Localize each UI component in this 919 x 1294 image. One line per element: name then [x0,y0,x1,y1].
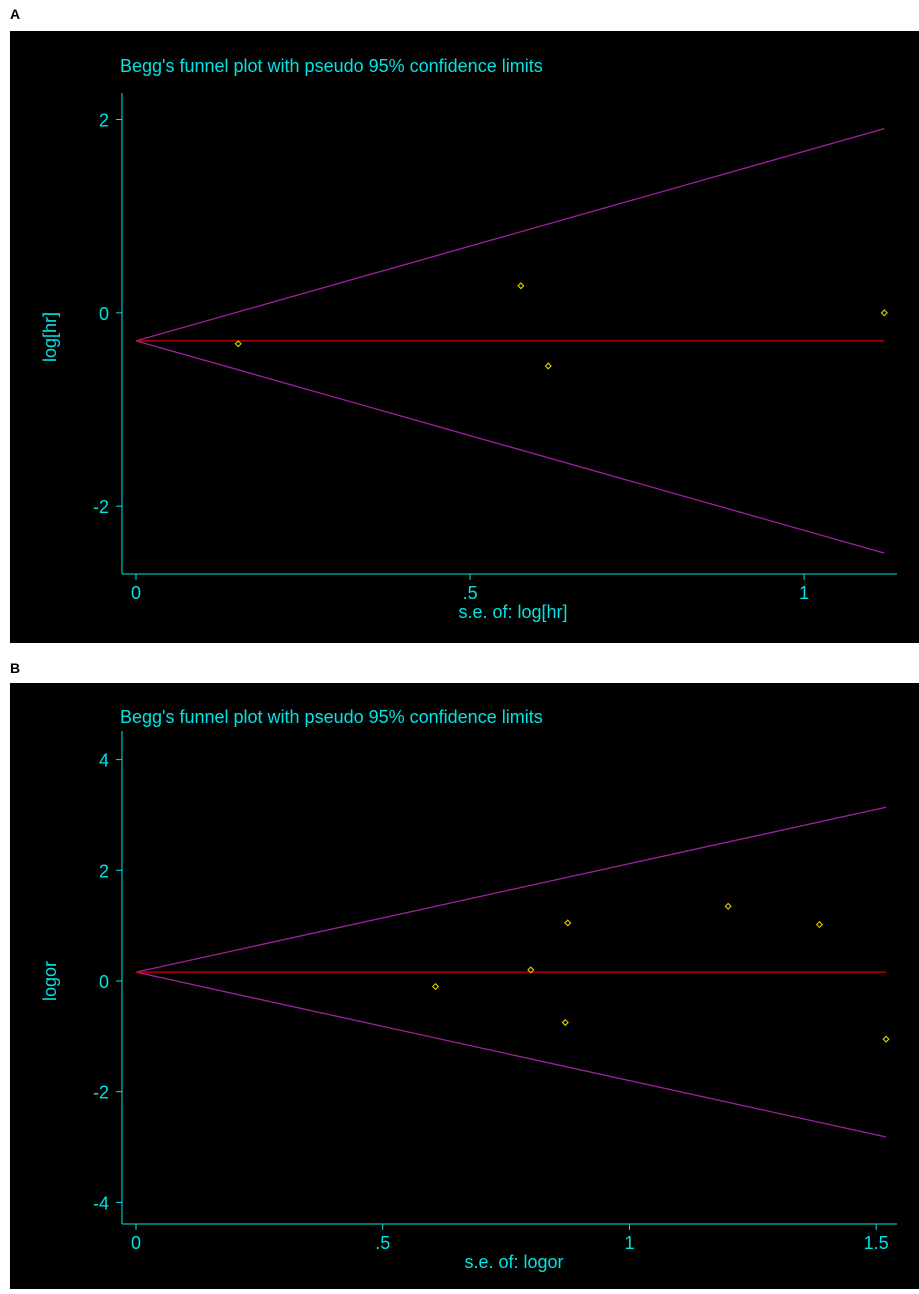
funnel-plot-a-container: Begg's funnel plot with pseudo 95% confi… [10,31,919,643]
panel-b-letter: B [10,660,21,676]
x-tick-label: .5 [375,1233,390,1253]
study-point [882,1035,890,1043]
y-tick-label: -2 [93,1083,109,1103]
upper-confidence-limit [135,128,885,342]
x-axis-label: s.e. of: logor [464,1252,563,1272]
y-axis-label: logor [40,961,60,1001]
x-axis-label: s.e. of: log[hr] [458,602,567,622]
x-tick-label: .5 [463,583,478,603]
y-tick-label: -4 [93,1193,109,1213]
upper-confidence-limit [135,806,887,973]
study-point [544,362,552,370]
funnel-plot-b: Begg's funnel plot with pseudo 95% confi… [40,707,897,1272]
x-tick-label: 0 [131,583,141,603]
study-point [815,920,824,929]
x-tick-label: 0 [131,1233,141,1253]
study-point [517,282,525,290]
y-tick-label: 2 [99,861,109,881]
y-tick-label: -2 [93,497,109,517]
study-point [564,919,572,927]
y-tick-label: 4 [99,751,109,771]
funnel-plot-a: Begg's funnel plot with pseudo 95% confi… [40,56,897,622]
y-tick-label: 0 [99,972,109,992]
chart-title: Begg's funnel plot with pseudo 95% confi… [120,56,543,76]
x-tick-label: 1 [624,1233,634,1253]
study-point [234,340,242,348]
lower-confidence-limit [135,340,885,554]
study-point [527,966,535,974]
y-tick-label: 2 [99,111,109,131]
study-point [431,982,440,991]
chart-title: Begg's funnel plot with pseudo 95% confi… [120,707,543,727]
x-tick-label: 1.5 [864,1233,889,1253]
study-point [561,1018,569,1027]
x-tick-label: 1 [799,583,809,603]
panel-a-letter: A [10,6,21,22]
study-point [880,309,888,317]
funnel-plot-b-container: Begg's funnel plot with pseudo 95% confi… [10,683,919,1289]
y-axis-label: log[hr] [40,312,60,362]
lower-confidence-limit [135,971,887,1138]
study-point [724,902,732,910]
y-tick-label: 0 [99,304,109,324]
